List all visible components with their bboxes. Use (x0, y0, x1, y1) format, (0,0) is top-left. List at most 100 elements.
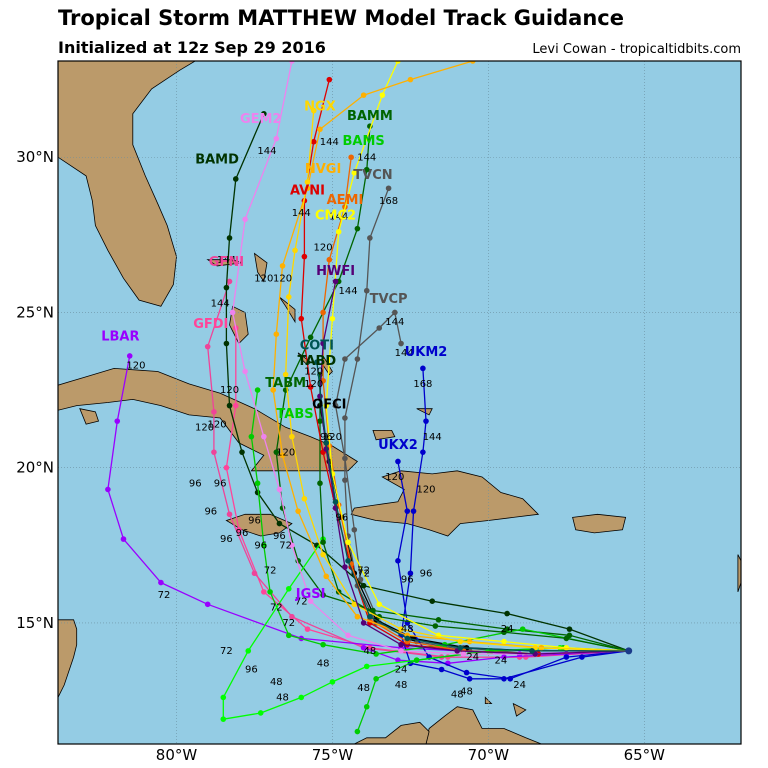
track-point (314, 359, 320, 365)
forecast-hour-label: 120 (385, 472, 404, 483)
track-point (245, 648, 252, 654)
forecast-hour-label: 72 (158, 590, 171, 601)
track-point (301, 253, 308, 260)
track-point (323, 402, 330, 409)
track-point (342, 564, 348, 570)
land-turks-caicos (416, 408, 433, 416)
track-point (566, 626, 573, 632)
track-point (158, 579, 164, 586)
track-point (367, 613, 373, 620)
forecast-hour-label: 48 (276, 693, 289, 704)
forecast-hour-label: 120 (126, 360, 145, 371)
land-florida (58, 61, 196, 307)
land-curacao (512, 702, 527, 717)
track-coti (314, 359, 629, 654)
forecast-hour-label: 72 (279, 540, 292, 551)
track-point (220, 694, 227, 701)
forecast-hour-label: 72 (220, 646, 233, 657)
track-point (292, 247, 298, 254)
track-point (457, 638, 464, 645)
track-point (438, 666, 445, 673)
track-point (420, 365, 426, 372)
track-point (204, 601, 211, 608)
track-point (363, 287, 370, 294)
model-label-ukm2: UKM2 (405, 345, 448, 360)
track-point (254, 480, 261, 487)
track-point (223, 340, 230, 347)
land-grand-bahama (206, 259, 243, 267)
lon-tick-label: 70°W (468, 746, 510, 764)
forecast-hour-label: 24 (466, 652, 479, 663)
forecast-hour-label: 96 (245, 665, 258, 676)
track-point (342, 477, 348, 483)
initial-position-marker (625, 647, 633, 655)
track-point (226, 402, 233, 409)
track-point (276, 486, 283, 493)
track-point (289, 61, 295, 64)
track-point (285, 632, 292, 639)
model-label-bamd: BAMD (195, 152, 239, 167)
forecast-hour-label: 120 (254, 273, 273, 284)
land-puerto-rico (572, 513, 627, 534)
lat-tick-label: 15°N (16, 614, 54, 632)
forecast-hour-label: 120 (323, 432, 342, 443)
track-point (320, 539, 326, 546)
track-point (282, 371, 289, 378)
forecast-hour-label: 144 (292, 208, 311, 219)
track-point (373, 676, 379, 682)
track-point (211, 449, 217, 455)
track-point (304, 626, 311, 632)
track-point (320, 641, 326, 648)
forecast-hour-label: 72 (282, 618, 295, 629)
track-point (398, 648, 404, 654)
forecast-hour-label: 24 (501, 624, 514, 635)
track-point (220, 716, 227, 722)
forecast-hour-label: 96 (420, 568, 433, 579)
forecast-hour-label: 96 (273, 531, 286, 542)
forecast-hour-label: 144 (338, 286, 357, 297)
track-point (385, 185, 392, 192)
lat-tick-label: 25°N (16, 303, 54, 321)
track-point (335, 228, 342, 235)
lon-tick-label: 65°W (624, 746, 666, 764)
track-point (114, 418, 121, 424)
forecast-hour-label: 120 (314, 242, 333, 253)
track-point (273, 449, 280, 455)
track-point (317, 126, 323, 133)
track-point (345, 539, 351, 546)
track-point (342, 356, 348, 362)
forecast-hour-label: 72 (264, 565, 277, 576)
track-point (519, 626, 526, 632)
model-label-tabd: TABD (298, 354, 337, 369)
forecast-hour-label: 120 (304, 367, 323, 378)
track-point (298, 315, 305, 322)
track-point (223, 284, 230, 291)
forecast-hour-label: 48 (364, 646, 377, 657)
track-point (310, 138, 317, 145)
forecast-hour-label: 168 (379, 196, 398, 207)
track-point (360, 644, 367, 651)
track-point (332, 499, 339, 505)
track-point (105, 486, 111, 493)
forecast-hour-label: 72 (357, 565, 370, 576)
track-layer (105, 61, 633, 735)
track-point (563, 635, 570, 642)
track-point (323, 446, 330, 452)
hour-label-layer: 1681441444872961207296120729612014472120… (126, 137, 526, 704)
track-point (398, 340, 404, 347)
track-point (320, 377, 326, 384)
track-point (466, 638, 473, 645)
track-gem2 (229, 61, 629, 657)
track-point (460, 651, 467, 657)
forecast-hour-label: 24 (513, 680, 526, 691)
forecast-hour-label: 120 (273, 273, 292, 284)
land-jamaica (225, 513, 293, 537)
track-point (204, 343, 211, 350)
chart-subtitle: Initialized at 12z Sep 29 2016 (58, 38, 326, 57)
track-point (254, 387, 261, 393)
forecast-hour-label: 120 (276, 447, 295, 458)
land-venezuela (425, 706, 542, 744)
forecast-hour-label: 48 (401, 624, 414, 635)
track-point (501, 629, 507, 636)
